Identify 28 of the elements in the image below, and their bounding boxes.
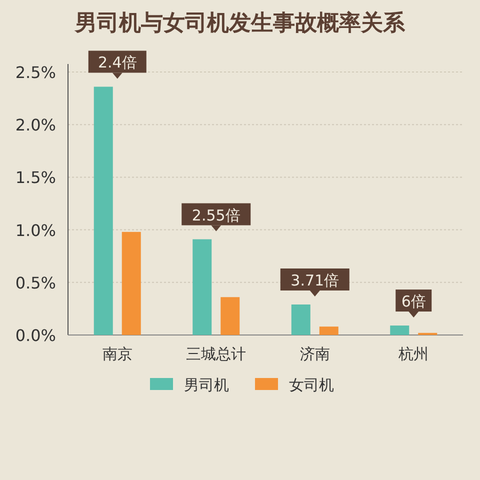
- annotation: 3.71倍: [290, 271, 340, 290]
- y-tick-label: 1.0%: [15, 220, 56, 240]
- bar: [192, 239, 212, 335]
- x-tick-label: 济南: [300, 345, 330, 363]
- bar: [94, 86, 113, 335]
- picture-callout: 3.71倍: [280, 268, 350, 296]
- bar: [390, 326, 410, 335]
- annotation: 2.4倍: [98, 54, 137, 72]
- legend-label: 男司机: [184, 376, 229, 394]
- x-tick-label: 南京: [102, 345, 132, 363]
- bar: [319, 326, 338, 335]
- legend-label: 女司机: [289, 376, 334, 394]
- y-tick-label: 2.0%: [15, 116, 56, 135]
- bar: [122, 232, 141, 335]
- bar: [220, 297, 240, 335]
- y-tick-label: 1.5%: [15, 168, 56, 188]
- chart-title: 男司机与女司机发生事故概率关系: [74, 10, 406, 36]
- x-tick-label: 杭州: [398, 345, 429, 363]
- annotation: 2.55倍: [192, 206, 240, 224]
- picture-callout: 6倍: [396, 290, 432, 318]
- y-tick-label: 0.5%: [15, 273, 56, 292]
- bar: [291, 304, 310, 335]
- x-tick-label: 三城总计: [186, 345, 246, 363]
- y-tick-label: 0.0%: [15, 326, 56, 345]
- picture-callout: 2.4倍: [88, 50, 146, 79]
- y-tick-label: 2.5%: [15, 63, 56, 82]
- annotation: 6倍: [401, 292, 426, 311]
- picture-callout: 2.55倍: [182, 203, 251, 232]
